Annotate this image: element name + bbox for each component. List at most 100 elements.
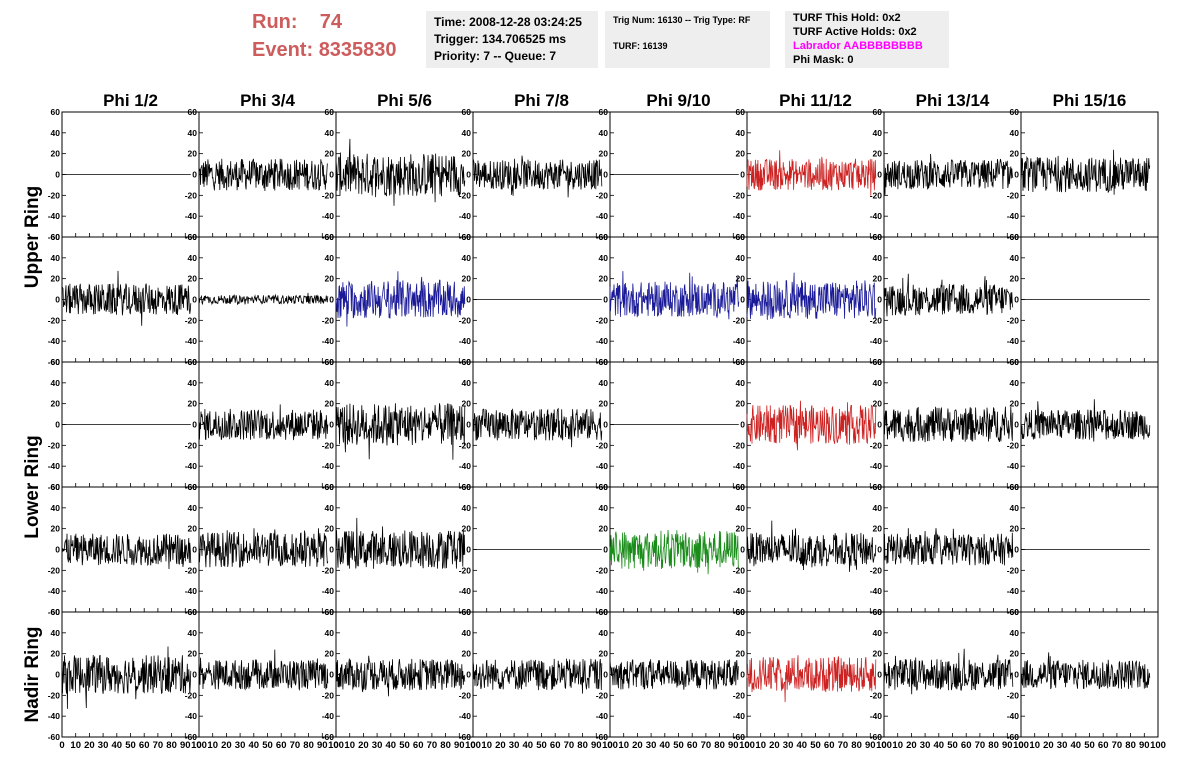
y-tick-label: -40 — [185, 336, 198, 346]
y-tick-label: 60 — [188, 607, 198, 617]
y-tick-label: 60 — [325, 482, 335, 492]
y-tick-label: -20 — [459, 190, 472, 200]
waveform-trace — [883, 273, 1014, 320]
x-tick-label: 80 — [988, 740, 999, 751]
x-tick-label: 90 — [865, 740, 876, 751]
x-tick-label: 40 — [934, 740, 945, 751]
y-tick-label: 40 — [188, 128, 198, 138]
x-tick-label: 0 — [59, 740, 64, 751]
y-tick-label: -40 — [48, 211, 61, 221]
trigger-text: Trigger: 134.706525 ms — [434, 32, 567, 46]
x-tick-label: 30 — [509, 740, 520, 751]
y-tick-label: 20 — [873, 274, 883, 284]
y-tick-label: 20 — [325, 524, 335, 534]
y-tick-label: -60 — [1007, 732, 1020, 742]
y-tick-label: 20 — [599, 649, 609, 659]
y-tick-label: 40 — [736, 628, 746, 638]
x-tick-label: 70 — [975, 740, 986, 751]
y-tick-label: 0 — [740, 295, 745, 305]
y-tick-label: -20 — [870, 315, 883, 325]
y-tick-label: 0 — [603, 670, 608, 680]
y-tick-label: 20 — [736, 399, 746, 409]
x-tick-label: 10 — [892, 740, 903, 751]
y-tick-label: -40 — [870, 336, 883, 346]
x-tick-label: 50 — [125, 740, 136, 751]
y-tick-label: 40 — [599, 503, 609, 513]
y-tick-label: 60 — [873, 232, 883, 242]
x-tick-label: 0 — [744, 740, 749, 751]
y-tick-label: -40 — [48, 586, 61, 596]
waveform-trace — [198, 649, 329, 691]
y-tick-label: 60 — [736, 607, 746, 617]
y-tick-label: 0 — [877, 670, 882, 680]
y-tick-label: -20 — [322, 690, 335, 700]
waveform-trace — [472, 155, 603, 198]
waveform-trace — [883, 648, 1014, 695]
y-tick-label: -20 — [185, 565, 198, 575]
waveform-trace — [472, 407, 603, 448]
y-tick-label: -20 — [185, 190, 198, 200]
y-tick-label: 40 — [873, 503, 883, 513]
y-tick-label: 60 — [51, 107, 61, 117]
y-tick-label: -60 — [48, 357, 61, 367]
y-tick-label: 20 — [873, 149, 883, 159]
y-tick-label: 60 — [51, 607, 61, 617]
y-tick-label: 60 — [188, 232, 198, 242]
y-tick-label: 0 — [192, 170, 197, 180]
y-tick-label: -20 — [322, 565, 335, 575]
y-tick-label: -20 — [596, 565, 609, 575]
x-tick-label: 10 — [618, 740, 629, 751]
y-tick-label: -20 — [48, 315, 61, 325]
y-tick-label: -40 — [459, 336, 472, 346]
y-tick-label: -20 — [459, 690, 472, 700]
y-tick-label: 40 — [51, 378, 61, 388]
x-tick-label: 100 — [739, 740, 755, 751]
y-tick-label: -20 — [185, 440, 198, 450]
x-tick-label: 100 — [465, 740, 481, 751]
y-tick-label: -40 — [322, 461, 335, 471]
waveform-trace — [883, 528, 1014, 566]
y-tick-label: 40 — [1010, 628, 1020, 638]
y-tick-label: 40 — [462, 253, 472, 263]
phi-mask-text: Phi Mask: 0 — [793, 54, 854, 66]
x-tick-label: 50 — [673, 740, 684, 751]
x-tick-label: 100 — [1013, 740, 1029, 751]
event-line: Event: 8335830 — [252, 36, 424, 64]
y-tick-label: 40 — [188, 503, 198, 513]
y-tick-label: -20 — [870, 565, 883, 575]
x-tick-label: 60 — [961, 740, 972, 751]
trigger-info-box: Trig Num: 16130 -- Trig Type: RF TURF: 1… — [605, 11, 770, 68]
y-tick-label: 20 — [1010, 524, 1020, 534]
y-tick-label: -40 — [870, 711, 883, 721]
turf-this-hold-text: TURF This Hold: 0x2 — [793, 12, 901, 24]
y-tick-label: -40 — [870, 586, 883, 596]
y-tick-label: 40 — [188, 378, 198, 388]
y-tick-label: 40 — [736, 253, 746, 263]
y-tick-label: 20 — [188, 399, 198, 409]
run-event-box: Run: 74 Event: 8335830 — [252, 8, 424, 64]
x-tick-label: 30 — [98, 740, 109, 751]
y-tick-label: 0 — [55, 170, 60, 180]
y-tick-label: -20 — [733, 440, 746, 450]
y-tick-label: 40 — [599, 628, 609, 638]
y-tick-label: 60 — [1010, 107, 1020, 117]
y-tick-label: -20 — [48, 565, 61, 575]
x-tick-label: 50 — [536, 740, 547, 751]
y-tick-label: 20 — [1010, 149, 1020, 159]
y-tick-label: 20 — [462, 649, 472, 659]
y-tick-label: 20 — [51, 524, 61, 534]
y-tick-label: -20 — [596, 315, 609, 325]
column-title: Phi 11/12 — [779, 91, 852, 110]
y-tick-label: 40 — [51, 128, 61, 138]
y-tick-label: 40 — [325, 253, 335, 263]
y-tick-label: 60 — [188, 482, 198, 492]
y-tick-label: 0 — [55, 670, 60, 680]
y-tick-label: -20 — [596, 440, 609, 450]
x-tick-label: 90 — [317, 740, 328, 751]
y-tick-label: -40 — [596, 336, 609, 346]
y-tick-label: 60 — [599, 607, 609, 617]
x-tick-label: 0 — [196, 740, 201, 751]
y-tick-label: 40 — [1010, 253, 1020, 263]
y-tick-label: 40 — [188, 253, 198, 263]
y-tick-label: -40 — [733, 586, 746, 596]
